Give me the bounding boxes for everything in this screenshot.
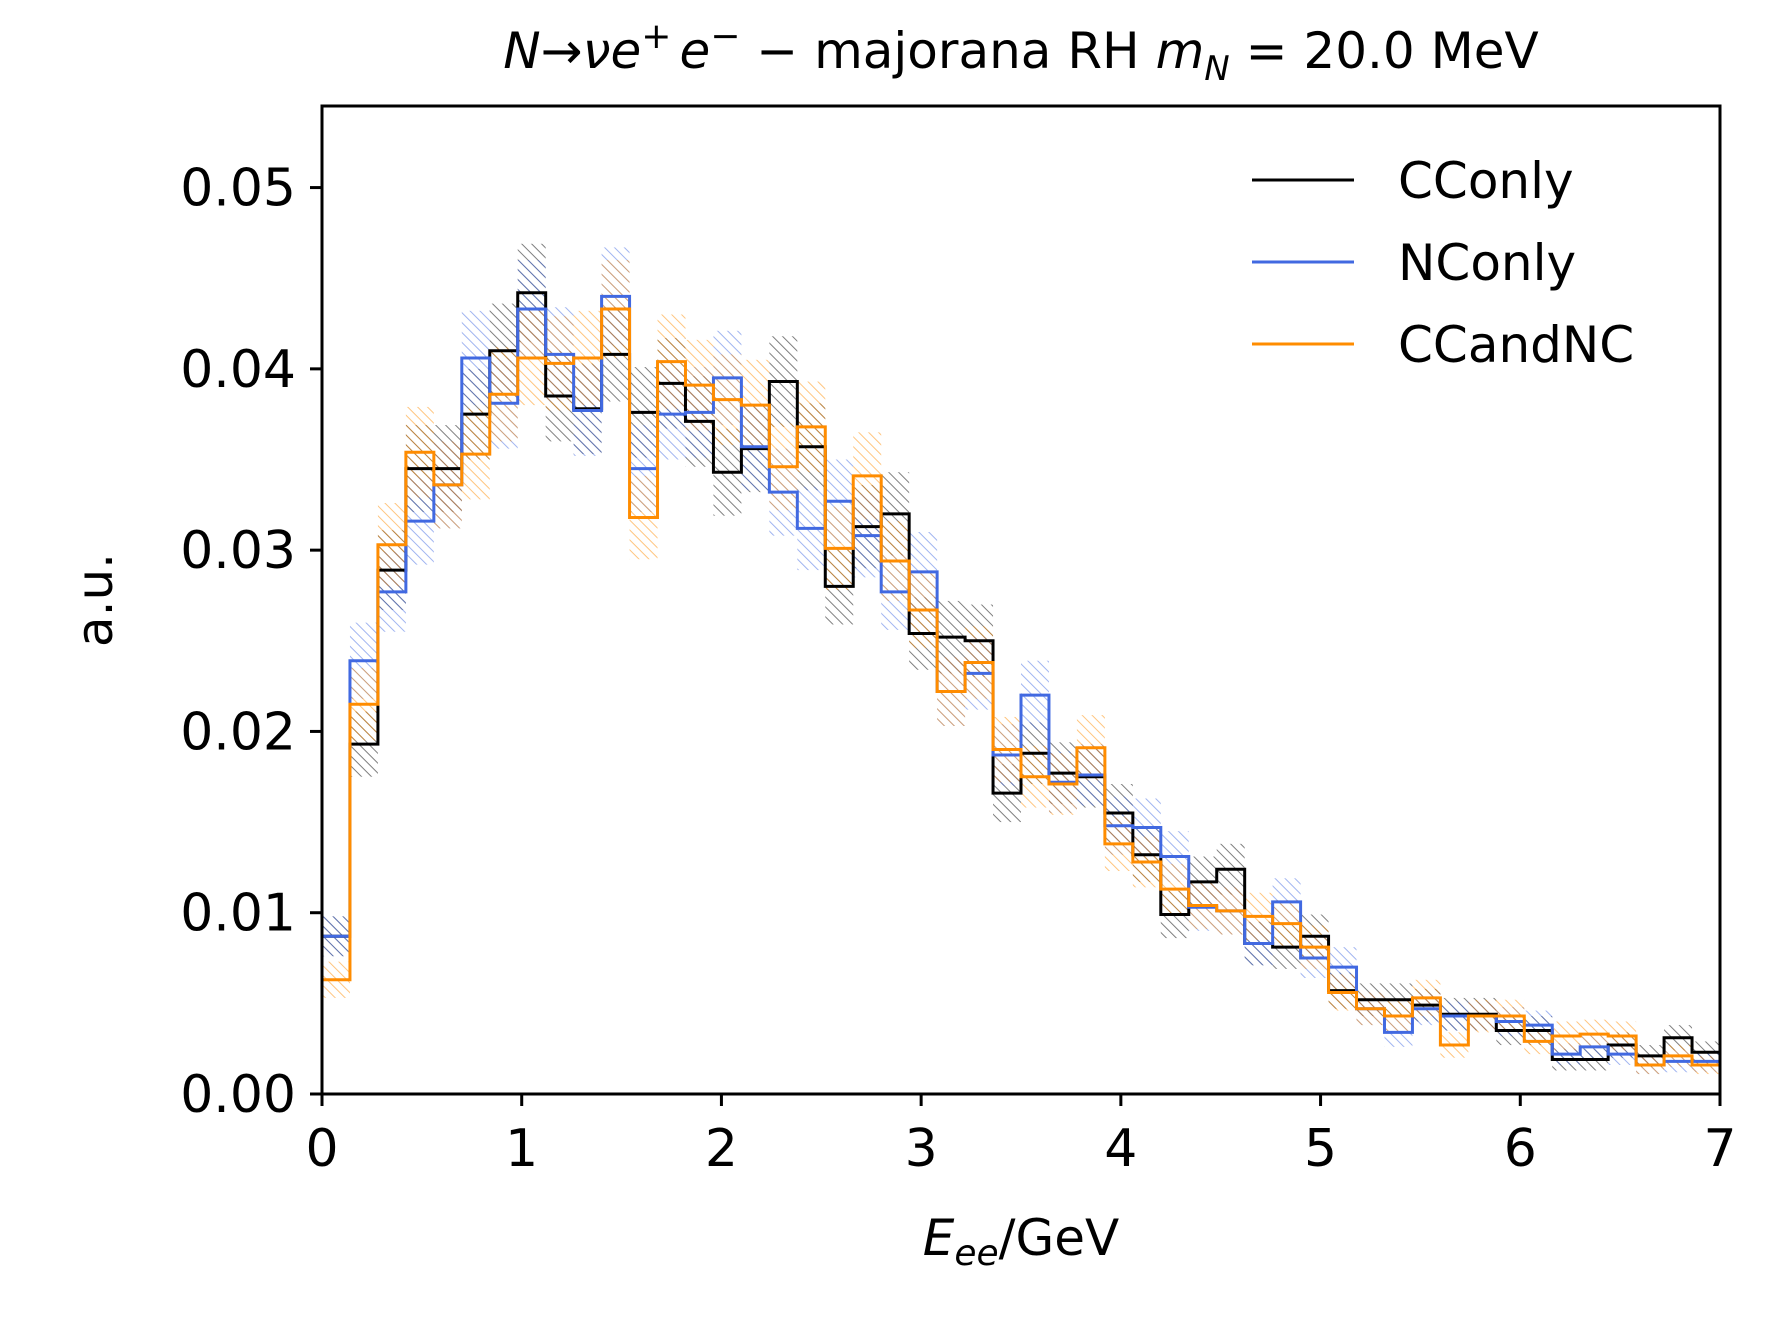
chart-title: N→νe+ e− − majorana RH mN = 20.0 MeV <box>503 16 1538 89</box>
x-tick-label-5: 5 <box>1304 1119 1337 1179</box>
legend: CConly NConly CCandNC <box>1252 152 1634 374</box>
series-line-nconly <box>322 294 1720 1067</box>
legend-label-nconly: NConly <box>1398 234 1576 292</box>
x-axis-label: Eee/GeV <box>923 1209 1119 1274</box>
x-tick-label-7: 7 <box>1703 1119 1736 1179</box>
y-axis-label: a.u. <box>66 553 124 647</box>
legend-label-cconly: CConly <box>1398 152 1574 210</box>
y-tick-label-3: 0.03 <box>180 521 296 581</box>
y-tick-label-1: 0.01 <box>180 884 296 944</box>
series-line-ccandnc <box>322 307 1720 1067</box>
x-tick-label-0: 0 <box>305 1119 338 1179</box>
plot-frame <box>320 104 1722 1096</box>
y-tick-label-4: 0.04 <box>180 340 296 400</box>
series-line-cconly <box>322 291 1720 1062</box>
axis-ticks: 0 1 2 3 4 5 6 7 0.00 0.01 0.02 0.03 0.04 0.05 <box>180 159 1736 1179</box>
x-tick-label-6: 6 <box>1504 1119 1537 1179</box>
x-tick-label-1: 1 <box>505 1119 538 1179</box>
legend-label-ccandnc: CCandNC <box>1398 316 1634 374</box>
y-tick-label-0: 0.00 <box>180 1065 296 1125</box>
x-tick-label-3: 3 <box>905 1119 938 1179</box>
y-tick-label-5: 0.05 <box>180 159 296 219</box>
histogram-lines <box>322 291 1720 1067</box>
x-tick-label-4: 4 <box>1104 1119 1137 1179</box>
y-tick-label-2: 0.02 <box>180 702 296 762</box>
x-tick-label-2: 2 <box>705 1119 738 1179</box>
